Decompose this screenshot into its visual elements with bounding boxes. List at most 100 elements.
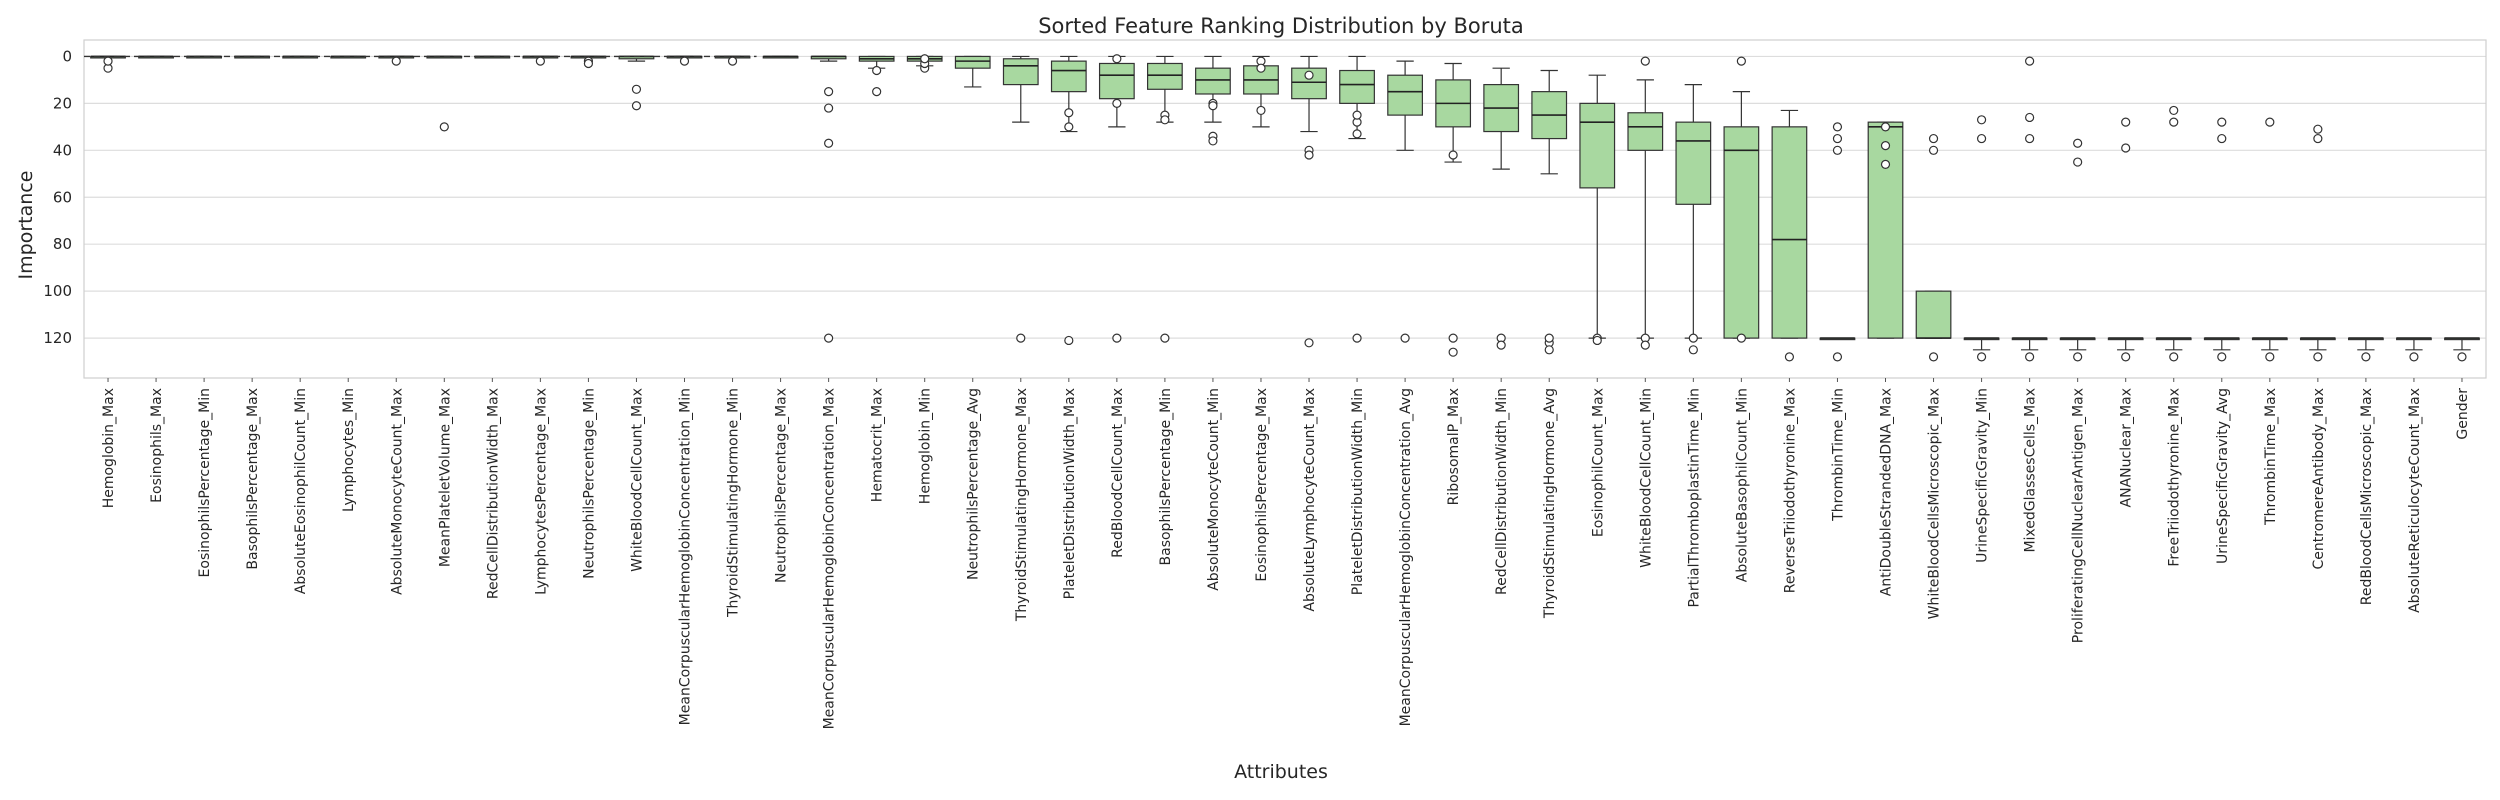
- x-tick-label: Hemoglobin_Max: [101, 388, 117, 508]
- outlier-point: [1640, 340, 1650, 350]
- outlier-point: [1880, 122, 1891, 132]
- x-tick-label: ThyroidStimulatingHormone_Min: [726, 388, 742, 618]
- x-tick-label: MeanCorpuscularHemoglobinConcentration_M…: [678, 388, 694, 725]
- outlier-point: [1880, 141, 1891, 151]
- x-tick-label: RedCellDistributionWidth_Max: [485, 388, 501, 599]
- x-tick-label: ProliferatingCellNuclearAntigen_Max: [2071, 388, 2087, 643]
- box-iqr: [1002, 58, 1039, 86]
- box-iqr: [1050, 60, 1087, 93]
- outlier-point: [2265, 117, 2275, 127]
- x-tick-label: Eosinophils_Max: [149, 388, 165, 503]
- box-iqr: [954, 55, 991, 69]
- outlier-point: [1208, 136, 1218, 146]
- outlier-point: [1448, 333, 1458, 343]
- x-tick-label: BasophilsPercentage_Min: [1158, 388, 1174, 565]
- outlier-point: [1352, 110, 1362, 120]
- box-iqr: [1627, 112, 1664, 151]
- outlier-point: [1064, 335, 1074, 346]
- outlier-point: [1304, 150, 1314, 160]
- outlier-point: [1976, 352, 1987, 362]
- outlier-point: [1832, 122, 1843, 132]
- outlier-point: [1112, 333, 1122, 343]
- outlier-point: [1448, 347, 1458, 357]
- x-tick-label: MeanCorpuscularHemoglobinConcentration_M…: [822, 388, 838, 729]
- box-iqr: [1339, 69, 1375, 104]
- box-iqr: [1723, 126, 1760, 339]
- y-axis-label: Importance: [15, 171, 37, 280]
- outlier-point: [2217, 117, 2227, 127]
- outlier-point: [2121, 143, 2131, 153]
- x-tick-label: AbsoluteBasophilCount_Min: [1734, 388, 1750, 582]
- outlier-point: [535, 56, 545, 66]
- x-tick-label: EosinophilsPercentage_Max: [1254, 388, 1270, 582]
- x-tick-label: AntiDoubleStrandedDNA_Max: [1879, 388, 1895, 596]
- outlier-point: [2169, 352, 2179, 362]
- y-tick-label: 60: [53, 188, 72, 206]
- outlier-point: [1160, 115, 1170, 125]
- outlier-point: [2217, 352, 2227, 362]
- outlier-point: [1928, 133, 1939, 144]
- outlier-point: [1352, 129, 1362, 139]
- outlier-point: [2265, 352, 2275, 362]
- outlier-point: [2025, 112, 2035, 123]
- outlier-point: [1688, 333, 1698, 343]
- y-tick-label: 100: [43, 282, 72, 300]
- x-tick-label: FreeTriiodothyronine_Max: [2167, 388, 2183, 567]
- box-iqr: [1675, 121, 1712, 205]
- outlier-point: [1304, 70, 1314, 80]
- x-tick-label: WhiteBloodCellsMicroscopic_Max: [1927, 388, 1943, 619]
- x-tick-label: ANANuclear_Max: [2119, 388, 2135, 507]
- outlier-point: [2217, 133, 2227, 144]
- box-iqr: [1867, 121, 1904, 339]
- y-tick-label: 80: [53, 235, 72, 253]
- outlier-point: [631, 101, 642, 111]
- x-tick-label: ThrombinTime_Max: [2263, 388, 2279, 526]
- x-tick-label: MeanCorpuscularHemoglobinConcentration_A…: [1398, 388, 1414, 726]
- x-tick-label: AbsoluteEosinophilCount_Min: [293, 388, 309, 594]
- x-tick-label: BasophilsPercentage_Max: [245, 388, 261, 570]
- x-tick-label: AbsoluteLymphocyteCount_Max: [1302, 388, 1318, 612]
- y-tick-label: 120: [43, 329, 72, 347]
- outlier-point: [1832, 352, 1843, 362]
- outlier-point: [2025, 56, 2035, 66]
- outlier-point: [1256, 105, 1266, 116]
- x-tick-label: UrineSpecificGravity_Avg: [2215, 388, 2231, 564]
- outlier-point: [1112, 54, 1122, 64]
- x-tick-label: RibosomalP_Max: [1446, 388, 1462, 505]
- outlier-point: [583, 58, 594, 69]
- outlier-point: [1544, 333, 1554, 343]
- outlier-point: [824, 87, 834, 97]
- outlier-point: [1352, 333, 1362, 343]
- outlier-point: [1064, 122, 1074, 132]
- x-tick-label: CentromereAntibody_Max: [2311, 388, 2327, 569]
- box-iqr: [1387, 74, 1423, 116]
- x-tick-label: AbsoluteReticulocyteCount_Max: [2407, 388, 2423, 613]
- outlier-point: [2313, 124, 2323, 134]
- outlier-point: [679, 56, 690, 66]
- x-tick-label: PlateletDistributionWidth_Min: [1350, 388, 1366, 595]
- outlier-point: [631, 84, 642, 94]
- outlier-point: [920, 54, 930, 64]
- outlier-point: [1064, 108, 1074, 118]
- outlier-point: [1976, 133, 1987, 144]
- x-tick-label: Hemoglobin_Min: [918, 388, 934, 504]
- outlier-point: [1736, 333, 1746, 343]
- plot-area: 0 20 40 60 80 100 120 Hemoglobin_Max Eosinophils…: [43, 39, 2487, 729]
- outlier-point: [1832, 145, 1843, 155]
- x-tick-label: MeanPlateletVolume_Max: [437, 388, 453, 567]
- outlier-point: [2313, 133, 2323, 144]
- y-tick-label: 20: [53, 94, 72, 112]
- outlier-point: [727, 56, 738, 66]
- x-tick-label: Hematocrit_Max: [870, 388, 886, 502]
- outlier-point: [2457, 352, 2467, 362]
- x-axis-label: Attributes: [1234, 761, 1328, 783]
- outlier-point: [2025, 352, 2035, 362]
- x-tick-label: AbsoluteMonocyteCount_Min: [1206, 388, 1222, 591]
- x-tick-label: RedBloodCellCount_Max: [1110, 388, 1126, 558]
- x-tick-label: LymphocytesPercentage_Max: [533, 388, 549, 595]
- x-tick-label: MixedGlassesCells_Max: [2023, 388, 2039, 553]
- x-tick-label: ThyroidStimulatingHormone_Avg: [1542, 388, 1558, 619]
- outlier-point: [1688, 345, 1698, 355]
- x-tick-label: ThrombinTime_Min: [1830, 388, 1846, 522]
- outlier-point: [2073, 138, 2083, 148]
